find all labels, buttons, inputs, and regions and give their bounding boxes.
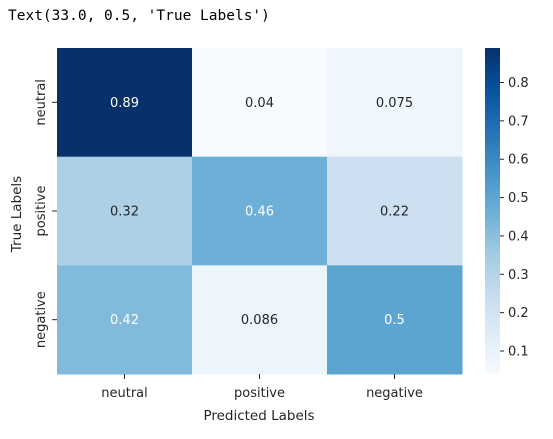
heatmap-cell	[192, 48, 328, 158]
heatmap-cell	[327, 156, 463, 266]
y-tick-label: negative	[34, 291, 49, 348]
colorbar-tick-label: 0.7	[508, 114, 529, 129]
heatmap-cell	[192, 265, 328, 375]
heatmap-cell	[327, 265, 463, 375]
colorbar-tick-label: 0.4	[508, 229, 529, 244]
x-tick-label: positive	[234, 386, 285, 401]
cell-value-label: 0.5	[384, 313, 405, 328]
colorbar-gradient	[485, 48, 500, 374]
heatmap-cell	[57, 265, 193, 375]
x-axis-label: Predicted Labels	[203, 408, 314, 424]
colorbar: 0.1 0.2 0.3 0.4 0.5 0.6 0.7 0.8	[485, 48, 529, 374]
colorbar-tick-label: 0.8	[508, 76, 529, 91]
colorbar-tick-label: 0.3	[508, 268, 529, 283]
x-tick-label: neutral	[101, 386, 148, 401]
cell-value-label: 0.42	[110, 313, 139, 328]
cell-value-label: 0.04	[245, 96, 274, 111]
heatmap-cell	[192, 156, 328, 266]
cell-value-label: 0.075	[376, 96, 413, 111]
colorbar-tick-label: 0.1	[508, 344, 529, 359]
colorbar-tick-label: 0.2	[508, 306, 529, 321]
colorbar-tick-label: 0.5	[508, 191, 529, 206]
cell-value-label: 0.22	[380, 205, 409, 220]
cell-value-label: 0.46	[245, 205, 274, 220]
y-axis-label: True Labels	[9, 176, 25, 253]
cell-value-label: 0.89	[110, 96, 139, 111]
y-tick-label: positive	[34, 186, 49, 237]
heatmap-cell	[57, 156, 193, 266]
heatmap-cell	[57, 48, 193, 158]
cell-output-text: Text(33.0, 0.5, 'True Labels')	[8, 8, 270, 24]
cell-value-label: 0.086	[241, 313, 278, 328]
x-tick-label: negative	[366, 386, 423, 401]
heatmap-cell	[327, 48, 463, 158]
colorbar-tick-label: 0.6	[508, 153, 529, 168]
y-tick-label: neutral	[34, 79, 49, 126]
cell-value-label: 0.32	[110, 205, 139, 220]
